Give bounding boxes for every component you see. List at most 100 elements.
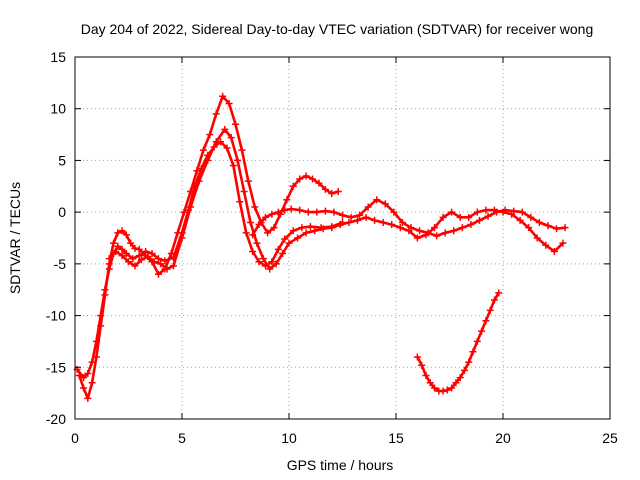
data-point <box>289 227 297 235</box>
data-point <box>484 212 492 220</box>
data-point <box>309 175 317 183</box>
grid-layer <box>75 57 610 419</box>
data-point <box>321 207 329 215</box>
series-line <box>107 128 342 271</box>
data-point <box>122 231 130 239</box>
data-point <box>154 270 162 278</box>
data-point <box>416 227 424 235</box>
data-point <box>238 146 246 154</box>
data-point <box>212 110 220 118</box>
data-point <box>508 210 516 218</box>
x-tick-label: 20 <box>495 430 511 446</box>
data-point <box>452 379 460 387</box>
data-point <box>294 234 302 242</box>
data-point <box>283 196 291 204</box>
data-point <box>353 216 361 224</box>
data-point <box>264 229 272 237</box>
data-point <box>281 206 289 214</box>
data-point <box>223 144 231 152</box>
data-point <box>482 206 490 214</box>
data-point <box>80 384 88 392</box>
data-point <box>490 206 498 214</box>
data-point <box>390 208 398 216</box>
data-point <box>125 258 132 266</box>
data-point <box>268 210 276 218</box>
y-tick-label: 10 <box>50 101 66 117</box>
series-arc-1 <box>73 138 346 382</box>
data-point <box>306 223 314 231</box>
data-point <box>268 258 276 266</box>
data-point <box>467 221 475 229</box>
data-point <box>118 252 126 260</box>
data-point <box>92 353 100 361</box>
data-point <box>478 327 486 335</box>
data-point <box>328 190 336 198</box>
data-point <box>328 224 336 232</box>
data-point <box>298 224 306 232</box>
data-point <box>148 250 156 258</box>
data-point <box>304 208 312 216</box>
plot-frame <box>74 56 611 420</box>
data-point <box>371 216 379 224</box>
data-point <box>240 187 248 195</box>
data-point <box>234 156 242 164</box>
data-point <box>302 172 310 180</box>
data-point <box>302 229 310 237</box>
data-point <box>518 208 526 216</box>
data-point <box>281 235 289 243</box>
data-point <box>178 234 186 242</box>
data-point <box>413 353 421 361</box>
data-point <box>249 231 257 239</box>
data-point <box>154 255 162 263</box>
data-point <box>448 384 456 392</box>
data-point <box>396 224 404 232</box>
data-point <box>122 250 130 258</box>
data-point <box>473 337 481 345</box>
data-point <box>460 366 468 374</box>
data-point <box>232 120 239 128</box>
data-point <box>242 229 250 237</box>
data-point <box>114 242 122 250</box>
x-tick-label: 25 <box>602 430 618 446</box>
data-point <box>458 224 466 232</box>
data-point <box>388 221 396 229</box>
y-tick-label: -20 <box>46 411 66 427</box>
data-point <box>542 241 550 249</box>
data-point <box>345 218 353 226</box>
data-point <box>289 182 297 190</box>
data-point <box>274 245 282 253</box>
data-point <box>311 227 319 235</box>
series-line <box>78 95 340 400</box>
data-point <box>187 187 195 195</box>
data-point <box>287 205 295 213</box>
data-point <box>330 208 338 216</box>
data-point <box>544 222 552 230</box>
data-point <box>259 255 267 263</box>
y-tick-label: 0 <box>58 204 66 220</box>
data-point <box>212 138 220 146</box>
data-point <box>274 208 282 216</box>
data-point <box>422 372 430 380</box>
data-point <box>131 244 139 252</box>
data-point <box>261 213 269 221</box>
data-point <box>236 198 244 206</box>
data-point <box>431 224 439 232</box>
data-point <box>362 213 370 221</box>
data-point <box>356 211 364 219</box>
data-point <box>249 247 257 255</box>
data-point <box>229 162 237 170</box>
data-point <box>167 250 175 258</box>
series-arc-5 <box>328 206 567 255</box>
data-point <box>450 227 458 235</box>
data-point <box>137 256 145 264</box>
data-point <box>482 317 490 325</box>
data-point <box>255 221 263 229</box>
data-point <box>105 255 113 263</box>
data-point <box>150 258 158 266</box>
data-point <box>495 289 503 297</box>
data-point <box>422 231 430 239</box>
data-point <box>180 208 188 216</box>
data-point <box>251 203 259 211</box>
